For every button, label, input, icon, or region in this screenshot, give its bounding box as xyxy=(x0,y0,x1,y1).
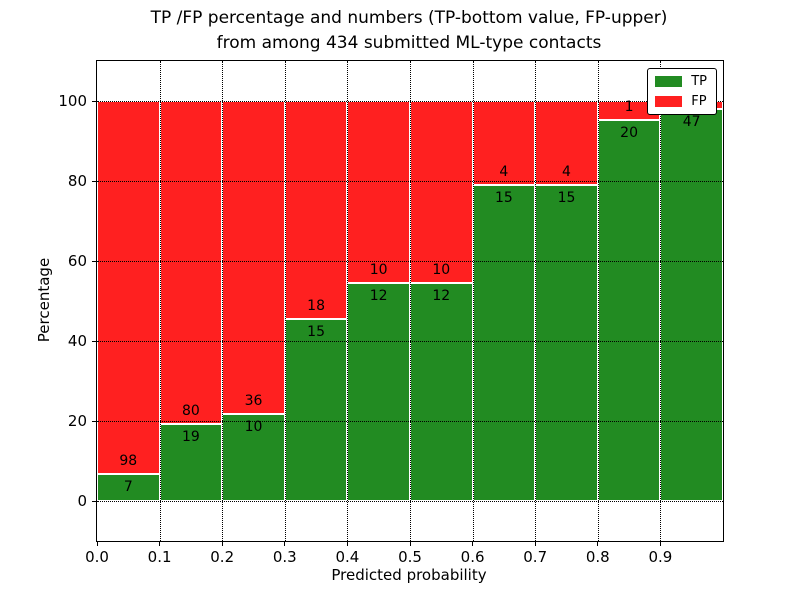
x-tick-mark xyxy=(221,541,223,546)
grid-line-horizontal xyxy=(97,181,723,182)
x-tick-label: 0.2 xyxy=(210,548,235,566)
fp-count-label: 4 xyxy=(562,164,571,181)
bar-segment-fp xyxy=(97,101,160,475)
x-tick-mark xyxy=(597,541,599,546)
legend-entry-fp: FP xyxy=(655,95,707,108)
bar-segment-tp xyxy=(97,474,160,501)
bar-segment-fp xyxy=(284,101,348,320)
grid-line-horizontal xyxy=(97,501,723,502)
grid-line-vertical xyxy=(347,61,349,541)
fp-count-label: 98 xyxy=(119,453,138,470)
x-tick-label: 0.4 xyxy=(335,548,360,566)
x-tick-mark xyxy=(346,541,348,546)
bar-segment-tp xyxy=(535,185,598,501)
x-tick-label: 0.9 xyxy=(648,548,673,566)
bar-segment-tp xyxy=(284,319,348,501)
y-tick-mark xyxy=(92,500,97,502)
x-tick-label: 0.0 xyxy=(85,548,109,566)
grid-line-vertical xyxy=(472,61,474,541)
grid-line-horizontal xyxy=(97,261,723,262)
bar-segment-fp xyxy=(222,101,285,415)
x-tick-mark xyxy=(534,541,536,546)
legend: TP FP xyxy=(647,68,717,115)
grid-line-horizontal xyxy=(97,101,723,102)
y-tick-label: 60 xyxy=(67,252,87,270)
x-tick-label: 0.3 xyxy=(272,548,297,566)
grid-line-vertical xyxy=(410,61,411,541)
y-tick-mark xyxy=(92,260,97,262)
y-axis-label: Percentage xyxy=(35,257,53,343)
y-tick-label: 20 xyxy=(67,412,87,430)
x-tick-label: 0.6 xyxy=(460,548,485,566)
tp-count-label: 15 xyxy=(494,190,513,207)
x-tick-label: 0.5 xyxy=(398,548,422,566)
x-tick-mark xyxy=(96,541,98,546)
bar-segment-tp xyxy=(472,185,536,501)
fp-count-label: 10 xyxy=(369,261,388,278)
bar-segment-tp xyxy=(660,109,723,501)
x-axis-label: Predicted probability xyxy=(331,566,487,584)
bar-segment-tp xyxy=(410,282,473,501)
grid-line-horizontal xyxy=(97,341,723,342)
grid-line-vertical xyxy=(222,61,224,541)
tp-count-label: 47 xyxy=(682,114,701,131)
legend-entry-tp: TP xyxy=(655,75,707,88)
tp-count-label: 12 xyxy=(369,287,388,304)
y-tick-mark xyxy=(92,420,97,422)
tp-count-label: 20 xyxy=(620,125,639,142)
y-tick-mark xyxy=(92,100,97,102)
grid-line-vertical xyxy=(660,61,662,541)
grid-line-vertical xyxy=(284,61,286,541)
fp-count-label: 80 xyxy=(181,403,200,420)
grid-line-vertical xyxy=(597,61,599,541)
tp-count-label: 15 xyxy=(557,190,576,207)
chart-title-line1: TP /FP percentage and numbers (TP-bottom… xyxy=(150,8,668,28)
x-tick-label: 0.1 xyxy=(147,548,172,566)
tp-count-label: 12 xyxy=(432,287,451,304)
bar-segment-tp xyxy=(347,282,410,501)
legend-swatch-fp xyxy=(655,96,683,107)
bar-segment-fp xyxy=(347,101,410,283)
fp-count-label: 18 xyxy=(307,298,326,315)
y-tick-label: 100 xyxy=(58,92,87,110)
x-tick-mark xyxy=(159,541,161,546)
fp-count-label: 10 xyxy=(432,261,451,278)
x-tick-label: 0.7 xyxy=(523,548,548,566)
tp-count-label: 19 xyxy=(181,429,200,446)
legend-label-tp: TP xyxy=(691,74,707,89)
y-tick-label: 80 xyxy=(67,172,87,190)
y-tick-label: 0 xyxy=(77,492,87,510)
grid-line-horizontal xyxy=(97,421,723,422)
bar-segment-fp xyxy=(410,101,473,283)
y-tick-label: 40 xyxy=(67,332,87,350)
chart-title-line2: from among 434 submitted ML-type contact… xyxy=(216,33,602,53)
x-tick-mark xyxy=(284,541,286,546)
y-tick-mark xyxy=(92,340,97,342)
tp-count-label: 15 xyxy=(307,324,326,341)
tp-count-label: 7 xyxy=(123,479,133,496)
plot-area: 98780193610181510121012415415120147 0.00… xyxy=(58,60,724,566)
tp-count-label: 10 xyxy=(244,419,263,436)
x-tick-label: 0.8 xyxy=(585,548,610,566)
bar-segment-tp xyxy=(597,120,661,501)
legend-label-fp: FP xyxy=(691,94,707,109)
legend-swatch-tp xyxy=(655,76,683,87)
y-tick-mark xyxy=(92,180,97,182)
bar-segment-fp xyxy=(472,101,536,186)
fp-count-label: 1 xyxy=(624,99,634,116)
grid-line-vertical xyxy=(159,61,161,541)
bar-segment-fp xyxy=(159,101,223,425)
x-tick-mark xyxy=(409,541,411,546)
x-tick-mark xyxy=(659,541,661,546)
grid-line-vertical xyxy=(535,61,537,541)
fp-count-label: 4 xyxy=(499,164,509,181)
x-tick-mark xyxy=(472,541,474,546)
fp-count-label: 36 xyxy=(244,393,263,410)
chart-title: TP /FP percentage and numbers (TP-bottom… xyxy=(96,6,722,56)
